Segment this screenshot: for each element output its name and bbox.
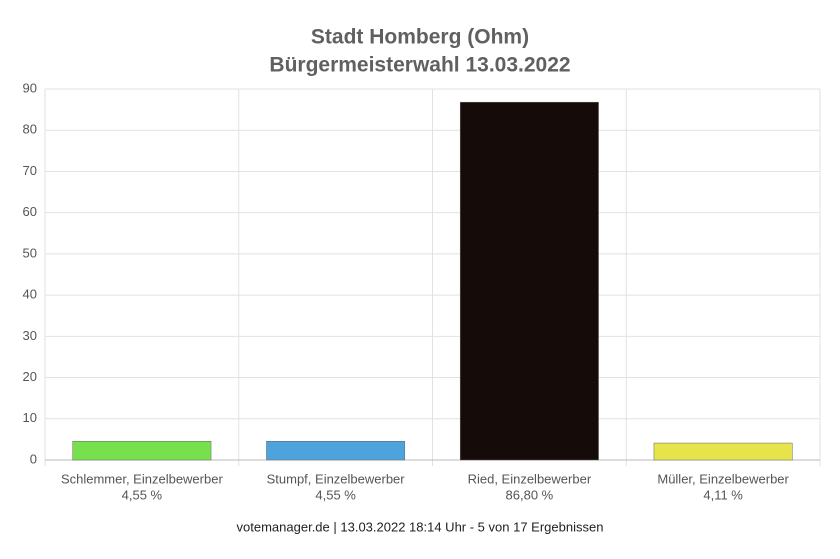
y-tick-label: 30 <box>23 328 37 343</box>
y-tick-label: 10 <box>23 410 37 425</box>
y-tick-label: 20 <box>23 369 37 384</box>
y-tick-label: 80 <box>23 122 37 137</box>
footer: votemanager.de | 13.03.2022 18:14 Uhr - … <box>237 519 604 534</box>
y-tick-label: 60 <box>23 204 37 219</box>
bar <box>72 440 212 461</box>
chart-subtitle: Bürgermeisterwahl 13.03.2022 <box>269 54 570 77</box>
value-label: 4,55 % <box>315 487 356 502</box>
x-tick-label: Stumpf, Einzelbewerber <box>267 471 406 486</box>
value-label: 4,11 % <box>703 487 743 502</box>
y-tick-label: 90 <box>23 80 37 95</box>
value-label: 86,80 % <box>506 487 554 502</box>
bar <box>653 442 793 461</box>
y-tick-label: 40 <box>23 287 37 302</box>
x-tick-label: Müller, Einzelbewerber <box>657 471 789 486</box>
y-tick-label: 70 <box>23 163 37 178</box>
x-tick-label: Ried, Einzelbewerber <box>468 471 592 486</box>
chart-title: Stadt Homberg (Ohm) <box>311 26 529 49</box>
bar <box>459 101 599 461</box>
value-label: 4,55 % <box>122 487 163 502</box>
y-tick-label: 0 <box>30 451 37 466</box>
x-tick-label: Schlemmer, Einzelbewerber <box>61 471 224 486</box>
bar <box>266 440 406 461</box>
y-tick-label: 50 <box>23 245 37 260</box>
